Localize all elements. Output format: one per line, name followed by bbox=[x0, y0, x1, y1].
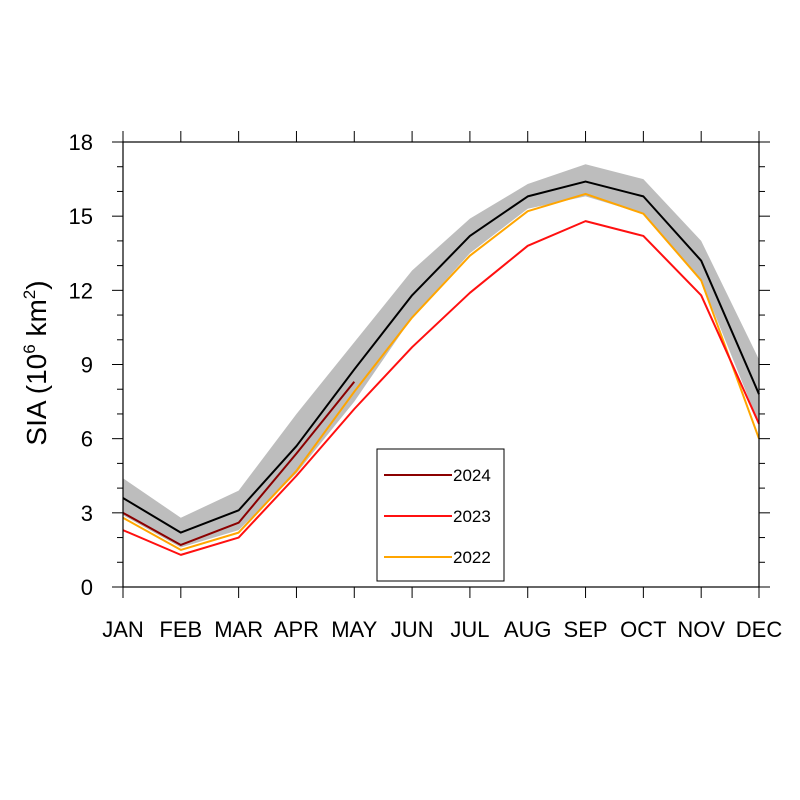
y-tick-label: 15 bbox=[69, 204, 93, 229]
legend: 2024 2023 2022 bbox=[376, 448, 505, 582]
y-tick-label: 18 bbox=[69, 130, 93, 155]
axes-layer bbox=[112, 131, 770, 598]
climatology-mean-line bbox=[122, 180, 760, 534]
x-tick-label: AUG bbox=[504, 617, 552, 642]
x-tick-label: NOV bbox=[677, 617, 725, 642]
y-tick-label: 6 bbox=[81, 427, 93, 452]
y-tick-label: 9 bbox=[81, 353, 93, 378]
legend-label-2022: 2022 bbox=[453, 548, 491, 567]
x-tick-label: DEC bbox=[736, 617, 783, 642]
x-tick-label: JAN bbox=[102, 617, 144, 642]
series-line-2023 bbox=[122, 220, 760, 556]
series-lines-layer bbox=[122, 180, 760, 556]
y-tick-label: 3 bbox=[81, 501, 93, 526]
x-tick-label: MAR bbox=[214, 617, 263, 642]
x-tick-label: JUN bbox=[391, 617, 434, 642]
x-tick-label: OCT bbox=[620, 617, 666, 642]
series-line-2022 bbox=[122, 192, 760, 551]
x-tick-label: APR bbox=[274, 617, 319, 642]
x-tick-label: JUL bbox=[450, 617, 489, 642]
x-tick-label: MAY bbox=[331, 617, 377, 642]
y-tick-label: 12 bbox=[69, 278, 93, 303]
range-band-layer bbox=[123, 164, 759, 548]
x-tick-label: SEP bbox=[564, 617, 608, 642]
tick-labels-layer: 0 3 6 9 12 15 18 JAN FEB MAR APR MAY JUN JUL AUG SEP OCT… bbox=[69, 130, 783, 642]
series-line-2024 bbox=[122, 381, 356, 546]
legend-label-2024: 2024 bbox=[453, 466, 491, 485]
y-tick-label: 0 bbox=[81, 575, 93, 600]
y-axis-label: SIA (106 km2) bbox=[20, 280, 52, 445]
x-tick-label: FEB bbox=[159, 617, 202, 642]
min-max-range-band bbox=[123, 164, 759, 548]
legend-label-2023: 2023 bbox=[453, 507, 491, 526]
